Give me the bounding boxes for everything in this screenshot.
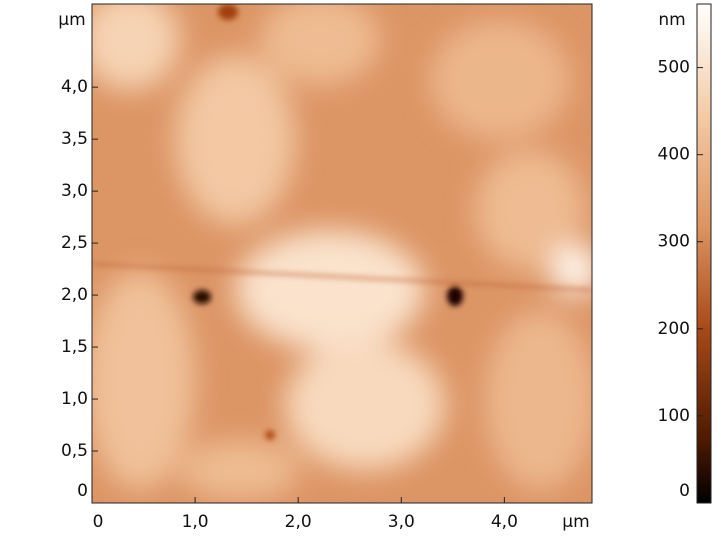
x-tick-label: 0 <box>93 512 104 532</box>
colorbar-tick-label: 0 <box>679 481 690 501</box>
colorbar-tick-label: 400 <box>658 145 690 165</box>
colorbar-unit: nm <box>658 10 685 30</box>
afm-image <box>92 4 592 503</box>
y-tick-label: 3,5 <box>61 129 88 149</box>
x-tick-label: 3,0 <box>388 512 415 532</box>
y-unit: µm <box>58 10 85 30</box>
colorbar-tick-label: 500 <box>658 58 690 78</box>
colorbar-tick-label: 300 <box>658 232 690 252</box>
y-tick-label: 0,5 <box>61 441 88 461</box>
colorbar-tick-label: 100 <box>658 406 690 426</box>
plot-frame <box>91 3 593 504</box>
y-tick-label: 3,0 <box>61 181 88 201</box>
y-tick-label: 4,0 <box>61 77 88 97</box>
colorbar-tick-label: 200 <box>658 319 690 339</box>
y-tick-label: 2,0 <box>61 285 88 305</box>
x-tick-label: 4,0 <box>491 512 518 532</box>
y-tick-label: 1,5 <box>61 337 88 357</box>
y-tick-label: 2,5 <box>61 233 88 253</box>
y-tick-label: 0 <box>77 481 88 501</box>
x-tick-label: 2,0 <box>285 512 312 532</box>
x-unit: µm <box>562 512 589 532</box>
colorbar <box>696 3 712 504</box>
y-tick-label: 1,0 <box>61 389 88 409</box>
x-tick-label: 1,0 <box>182 512 209 532</box>
